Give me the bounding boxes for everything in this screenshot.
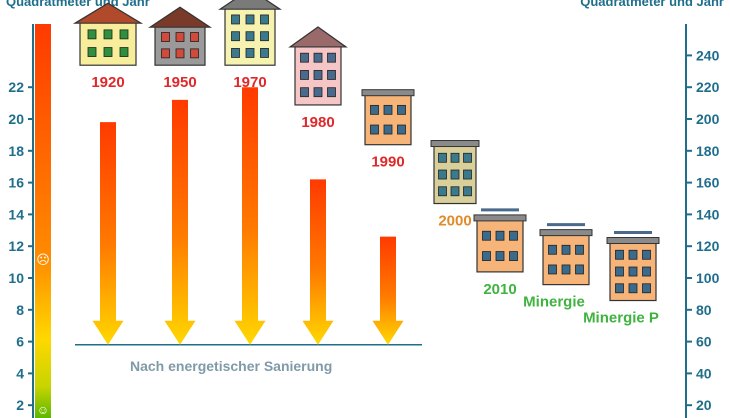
right-tick-label: 60 bbox=[696, 334, 712, 350]
house-icon bbox=[539, 223, 593, 286]
house-icon bbox=[473, 208, 527, 273]
right-axis-title: Quadratmeter und Jahr bbox=[580, 0, 724, 9]
left-tick-label: 8 bbox=[16, 302, 24, 318]
right-tick-label: 100 bbox=[696, 270, 720, 286]
arrow-1990 bbox=[372, 236, 404, 345]
house-icon bbox=[218, 0, 282, 66]
right-tick-label: 80 bbox=[696, 302, 712, 318]
year-label: 1950 bbox=[163, 74, 196, 91]
right-tick-label: 120 bbox=[696, 238, 720, 254]
sad-face-icon: ☹ bbox=[36, 252, 50, 267]
reference-label: Nach energetischer Sanierung bbox=[130, 358, 332, 374]
left-tick-label: 20 bbox=[8, 111, 24, 127]
left-tick-label: 22 bbox=[8, 79, 24, 95]
happy-face-icon: ☺ bbox=[37, 403, 49, 417]
left-axis-title: Quadratmeter und Jahr bbox=[6, 0, 150, 9]
energy-scale-bar bbox=[35, 24, 51, 418]
right-tick-label: 20 bbox=[696, 397, 712, 413]
right-tick-label: 40 bbox=[696, 365, 712, 381]
year-label: 1980 bbox=[301, 114, 334, 131]
right-tick-label: 220 bbox=[696, 79, 720, 95]
left-tick-label: 18 bbox=[8, 143, 24, 159]
house-icon bbox=[148, 6, 212, 66]
house-icon bbox=[288, 26, 348, 106]
arrow-1950 bbox=[164, 99, 196, 345]
left-tick-label: 4 bbox=[16, 365, 24, 381]
houses-group bbox=[72, 0, 660, 302]
right-tick-label: 240 bbox=[696, 47, 720, 63]
left-tick-label: 14 bbox=[8, 206, 24, 222]
year-labels-group: 1920 1950 1970 1980 1990 2000 2010 MinergieMine… bbox=[91, 74, 659, 326]
left-tick-label: 6 bbox=[16, 334, 24, 350]
left-axis-ticks: 2 4 6 8 10 12 14 16 18 20 22 bbox=[8, 79, 33, 413]
right-tick-label: 160 bbox=[696, 175, 720, 191]
left-tick-label: 2 bbox=[16, 397, 24, 413]
left-tick-label: 10 bbox=[8, 270, 24, 286]
house-icon bbox=[606, 231, 660, 302]
year-label: Minergie P bbox=[583, 310, 659, 327]
arrows-group bbox=[92, 87, 404, 345]
left-tick-label: 16 bbox=[8, 175, 24, 191]
year-label: 2000 bbox=[438, 213, 471, 230]
house-icon bbox=[72, 2, 144, 66]
year-label: 2010 bbox=[483, 281, 516, 298]
left-tick-label: 12 bbox=[8, 238, 24, 254]
right-tick-label: 200 bbox=[696, 111, 720, 127]
arrow-1980 bbox=[302, 179, 334, 345]
right-tick-label: 140 bbox=[696, 206, 720, 222]
right-axis-ticks: 20 40 60 80 100 120 140 160 180 200 220 240 bbox=[686, 47, 720, 413]
year-label: 1990 bbox=[371, 154, 404, 171]
house-icon bbox=[430, 140, 480, 205]
year-label: Minergie bbox=[523, 294, 585, 311]
right-tick-label: 180 bbox=[696, 143, 720, 159]
arrow-1970 bbox=[234, 87, 266, 345]
year-label: 1920 bbox=[91, 74, 124, 91]
house-icon bbox=[361, 89, 415, 146]
arrow-1920 bbox=[92, 122, 124, 345]
year-label: 1970 bbox=[233, 74, 266, 91]
